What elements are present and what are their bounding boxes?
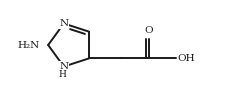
- Text: H: H: [59, 70, 67, 79]
- Text: OH: OH: [178, 54, 195, 63]
- Text: O: O: [145, 26, 153, 35]
- Text: N: N: [59, 62, 68, 71]
- Text: H₂N: H₂N: [17, 40, 39, 49]
- Text: N: N: [59, 19, 68, 28]
